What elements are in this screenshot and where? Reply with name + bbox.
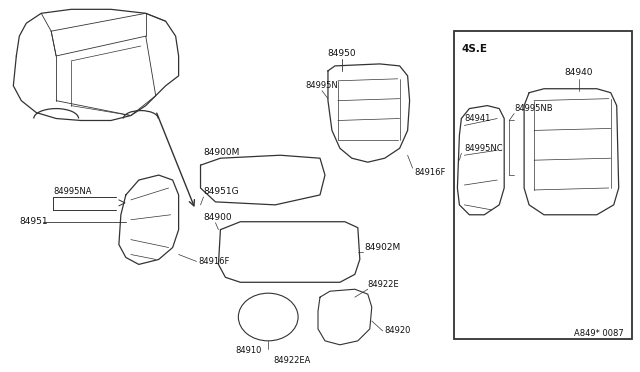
Text: 84995N: 84995N [305,81,338,90]
Text: 84995NA: 84995NA [53,187,92,196]
Text: 84951G: 84951G [204,187,239,196]
Text: 84902M: 84902M [365,243,401,252]
Text: 84922E: 84922E [368,280,399,289]
Text: 84951: 84951 [19,217,48,226]
Text: 84941: 84941 [465,114,491,123]
Text: 84995NB: 84995NB [514,104,553,113]
Text: 84995NC: 84995NC [465,144,503,153]
Text: 84916F: 84916F [415,168,446,177]
Text: 84950: 84950 [328,48,356,58]
Text: 84900M: 84900M [204,148,240,157]
Bar [454,31,632,339]
Text: A849* 0087: A849* 0087 [574,329,623,339]
Text: 84920: 84920 [385,326,411,336]
Text: 84940: 84940 [564,68,593,77]
Text: 4S.E: 4S.E [461,44,488,54]
Text: 84910: 84910 [235,346,262,355]
Text: 84916F: 84916F [198,257,230,266]
Text: 84900: 84900 [204,213,232,222]
Text: 84922EA: 84922EA [273,356,311,365]
